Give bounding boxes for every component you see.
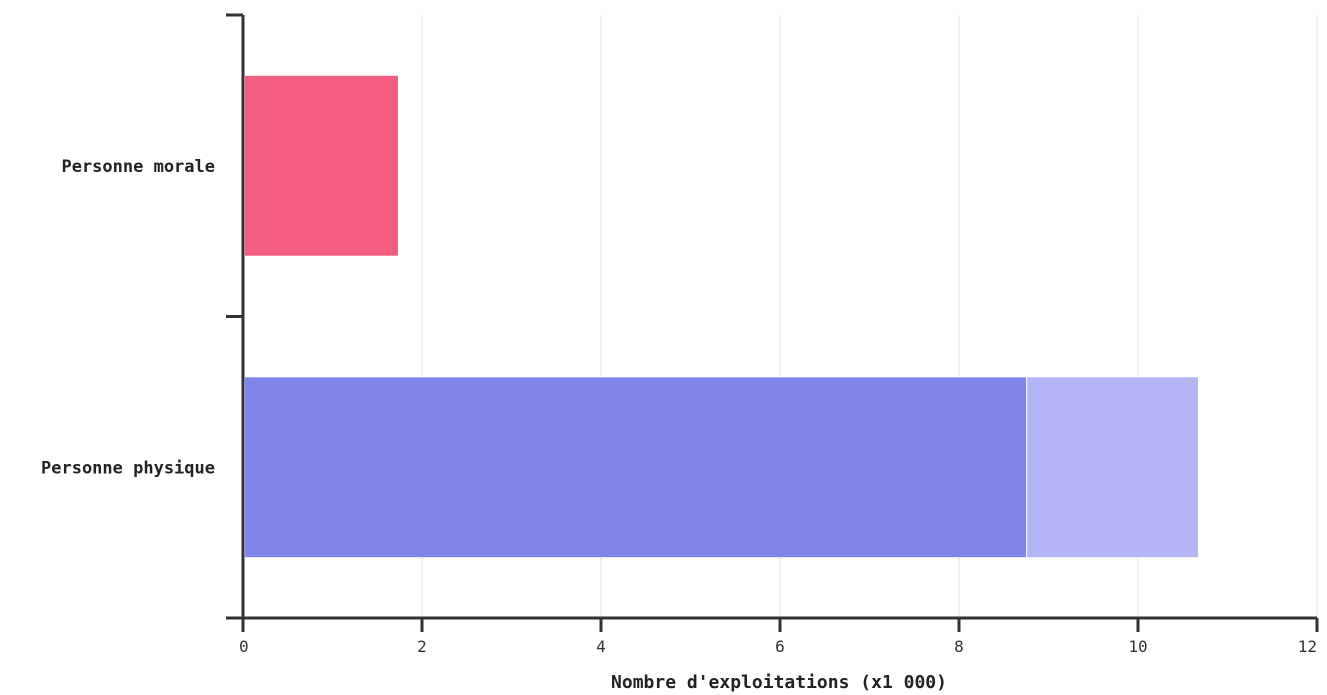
bars (244, 74, 1200, 559)
x-tick-label-4: 4 (596, 637, 606, 656)
bar-personne-physique-segment-2[interactable] (244, 376, 1028, 559)
bar-personne-physique-segment-3[interactable] (1026, 376, 1200, 559)
x-tick-label-2: 2 (417, 637, 427, 656)
x-axis-title: Nombre d'exploitations (x1 000) (611, 672, 947, 693)
labels: 0 2 4 6 8 10 12 Personne morale Personne physiqu… (41, 157, 1317, 693)
bar-personne-morale-segment-1[interactable] (244, 74, 399, 257)
x-tick-label-0: 0 (239, 637, 249, 656)
y-category-label: Personne physique (41, 458, 215, 478)
x-tick-label-6: 6 (775, 637, 785, 656)
axes (226, 13, 1319, 632)
x-tick-label-10: 10 (1128, 637, 1147, 656)
y-category-label: Personne morale (61, 157, 215, 177)
x-tick-label-8: 8 (954, 637, 964, 656)
x-tick-label-12: 12 (1298, 637, 1317, 656)
